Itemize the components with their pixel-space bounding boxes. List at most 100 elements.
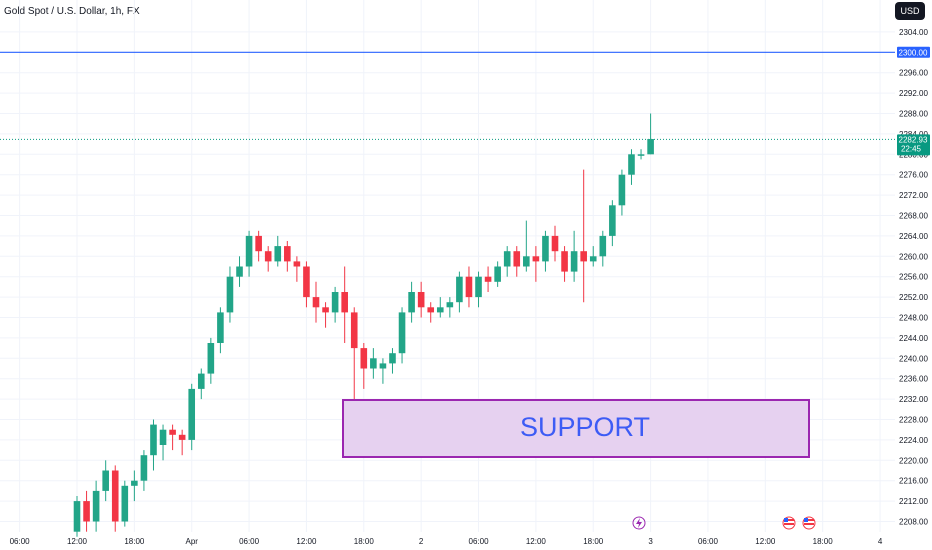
candle[interactable]: [647, 113, 654, 155]
candle[interactable]: [379, 358, 387, 384]
candle[interactable]: [389, 348, 396, 374]
candle[interactable]: [350, 307, 358, 400]
candle-body: [360, 348, 368, 369]
candle[interactable]: [408, 281, 415, 323]
candle[interactable]: [484, 266, 492, 293]
candle-body: [312, 297, 320, 308]
candle-body: [83, 501, 90, 522]
candle[interactable]: [637, 149, 645, 160]
candle[interactable]: [398, 307, 406, 364]
candle[interactable]: [217, 307, 224, 354]
candle[interactable]: [341, 266, 348, 344]
x-tick-label: 12:00: [755, 537, 776, 546]
x-tick-label: 18:00: [813, 537, 834, 546]
candle[interactable]: [628, 149, 635, 185]
candle[interactable]: [207, 337, 215, 384]
candle-body: [188, 388, 196, 440]
candle[interactable]: [523, 220, 530, 272]
candle[interactable]: [264, 246, 272, 272]
candle-body: [226, 276, 234, 313]
y-tick-label: 2296.00: [899, 69, 928, 78]
x-tick-label: 3: [648, 537, 653, 546]
candle[interactable]: [532, 246, 540, 282]
candle[interactable]: [599, 230, 607, 267]
candle[interactable]: [360, 343, 368, 389]
candle-body: [350, 312, 358, 349]
support-zone-box[interactable]: [342, 399, 810, 458]
candle[interactable]: [503, 246, 511, 277]
candle-body: [73, 501, 81, 532]
candle[interactable]: [570, 230, 578, 282]
candle[interactable]: [465, 266, 473, 308]
y-tick-label: 2228.00: [899, 416, 928, 425]
candle[interactable]: [140, 450, 148, 491]
candle[interactable]: [178, 429, 186, 456]
candle[interactable]: [312, 281, 320, 323]
candle-body: [551, 235, 559, 252]
candle[interactable]: [580, 169, 587, 303]
lightning-event-icon[interactable]: [632, 516, 646, 530]
candle[interactable]: [83, 490, 90, 532]
us-flag-icon[interactable]: [782, 516, 796, 530]
candle[interactable]: [150, 419, 157, 471]
x-tick-label: 06:00: [10, 537, 31, 546]
candle-body: [446, 302, 454, 308]
candle[interactable]: [456, 271, 463, 313]
y-tick-label: 2304.00: [899, 28, 928, 37]
candle-body: [178, 434, 186, 440]
candle[interactable]: [436, 297, 444, 318]
candle[interactable]: [188, 383, 196, 451]
candle[interactable]: [226, 266, 234, 323]
candle[interactable]: [293, 256, 301, 282]
candle[interactable]: [551, 225, 559, 262]
candle-body: [542, 235, 549, 262]
candle[interactable]: [494, 261, 501, 287]
candle-body: [389, 353, 396, 364]
candle-body: [503, 251, 511, 267]
candle[interactable]: [303, 261, 310, 308]
candle[interactable]: [274, 235, 282, 267]
candle-body: [255, 235, 262, 252]
candle[interactable]: [513, 246, 521, 277]
x-tick-label: 18:00: [583, 537, 604, 546]
candle-body: [465, 276, 473, 298]
candle[interactable]: [111, 465, 119, 532]
candle[interactable]: [121, 480, 129, 527]
candle[interactable]: [73, 496, 81, 537]
candle-body: [427, 307, 435, 313]
x-tick-label: Apr: [185, 537, 198, 546]
candle[interactable]: [245, 230, 253, 277]
candle[interactable]: [427, 302, 435, 323]
candle[interactable]: [102, 460, 109, 502]
candle[interactable]: [255, 230, 262, 262]
candle[interactable]: [236, 256, 243, 287]
candle-body: [264, 251, 272, 262]
candle-body: [102, 470, 109, 491]
candle[interactable]: [417, 281, 425, 318]
candle[interactable]: [561, 246, 568, 282]
candle[interactable]: [589, 246, 597, 267]
us-flag-icon[interactable]: [802, 516, 816, 530]
candle[interactable]: [542, 230, 549, 272]
candle[interactable]: [475, 271, 482, 308]
candle[interactable]: [331, 286, 339, 323]
y-tick-label: 2224.00: [899, 436, 928, 445]
candle[interactable]: [92, 480, 100, 532]
candle[interactable]: [322, 302, 329, 328]
candle-body: [599, 235, 607, 257]
y-tick-label: 2272.00: [899, 191, 928, 200]
candle[interactable]: [131, 470, 138, 502]
candle[interactable]: [618, 169, 626, 216]
x-tick-label: 06:00: [698, 537, 719, 546]
candle[interactable]: [284, 241, 291, 272]
candle[interactable]: [197, 368, 205, 400]
candle-body: [150, 424, 157, 456]
candle[interactable]: [446, 297, 454, 318]
candle[interactable]: [609, 200, 616, 247]
currency-button[interactable]: USD: [895, 2, 925, 20]
candle-body: [169, 429, 176, 435]
candle[interactable]: [169, 424, 176, 451]
candle[interactable]: [159, 424, 167, 461]
candle[interactable]: [370, 348, 377, 379]
